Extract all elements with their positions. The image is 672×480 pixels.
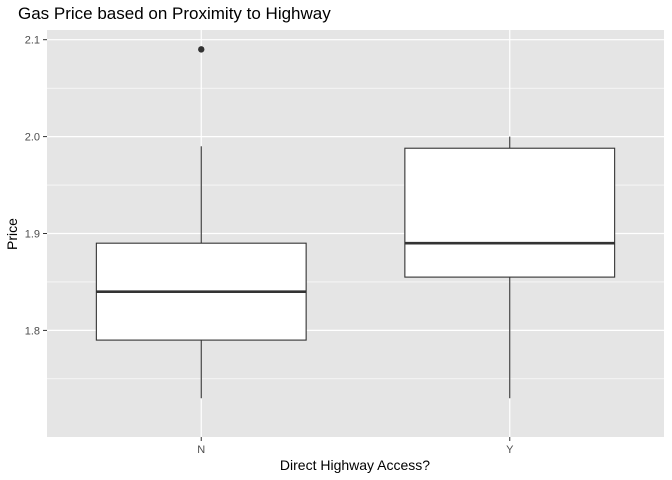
box-Y <box>404 147 616 278</box>
x-axis-title: Direct Highway Access? <box>280 457 430 473</box>
y-axis-title: Price <box>4 218 20 250</box>
y-tick-label: 1.9 <box>25 229 40 241</box>
outlier-point <box>198 46 205 53</box>
chart-title: Gas Price based on Proximity to Highway <box>18 4 331 23</box>
y-axis-ticks: 1.8 1.9 2.0 2.1 <box>25 35 47 337</box>
y-tick-label: 1.8 <box>25 325 40 337</box>
x-tick-label: Y <box>506 444 514 456</box>
y-tick-label: 2.0 <box>25 132 40 144</box>
y-tick-label: 2.1 <box>25 35 40 47</box>
x-tick-label: N <box>197 444 205 456</box>
box-marks <box>95 46 616 399</box>
